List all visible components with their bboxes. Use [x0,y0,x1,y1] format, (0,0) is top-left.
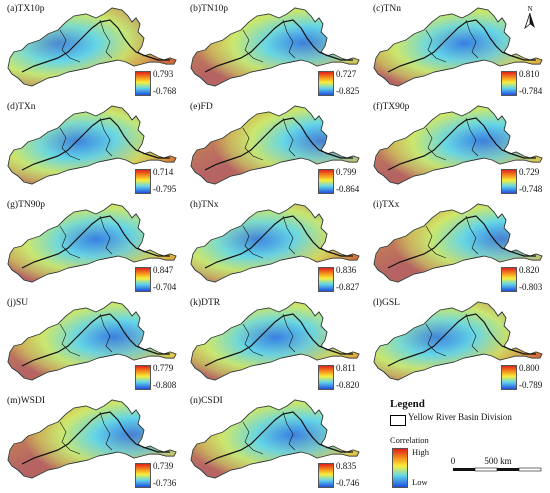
panel-min-value: -0.803 [519,282,543,292]
panel-min-value: -0.736 [153,478,177,488]
correlation-label: Correlation [390,435,429,445]
basin-map [7,105,177,185]
basin-map [190,399,360,479]
panel-colorbar [135,71,151,96]
basin-map [373,203,543,283]
north-arrow: N [522,4,538,30]
map-panel: (b)TN10p 0.727 -0.825 [183,0,366,98]
scale-label: 500 km [484,456,511,466]
panel-colorbar [135,267,151,292]
basin-map [190,7,360,87]
panel-max-value: 0.793 [153,69,174,79]
map-panel: (g)TN90p 0.847 -0.704 [0,196,183,294]
panel-min-value: -0.746 [336,478,360,488]
panel-min-value: -0.789 [519,380,543,390]
panel-colorbar [318,267,334,292]
panel-label: (e)FD [190,102,213,112]
panel-max-value: 0.727 [336,69,357,79]
panel-max-value: 0.729 [519,167,540,177]
map-panel: (d)TXn 0.714 -0.795 [0,98,183,196]
panel-max-value: 0.836 [336,265,357,275]
panel-max-value: 0.811 [336,363,356,373]
basin-map [190,301,360,381]
map-panel: (i)TXx 0.820 -0.803 [366,196,549,294]
basin-division-swatch [390,415,406,426]
legend-high-label: High [412,447,429,457]
panel-max-value: 0.810 [519,69,540,79]
basin-map [373,7,543,87]
panel-label: (n)CSDI [190,396,223,406]
panel-label: (h)TNx [190,200,219,210]
panel-colorbar [135,463,151,488]
panel-max-value: 0.739 [153,461,174,471]
map-panel: (c)TNn 0.810 -0.784 [366,0,549,98]
panel-colorbar [135,365,151,390]
panel-max-value: 0.800 [519,363,540,373]
panel-max-value: 0.714 [153,167,174,177]
panel-colorbar [501,169,517,194]
panel-colorbar [318,71,334,96]
panel-label: (b)TN10p [190,4,228,14]
basin-map [373,301,543,381]
map-panel: (n)CSDI 0.835 -0.746 [183,392,366,490]
panel-colorbar [318,463,334,488]
panel-label: (j)SU [7,298,29,308]
panel-min-value: -0.768 [153,86,177,96]
panel-min-value: -0.808 [153,380,177,390]
basin-map [190,105,360,185]
scale-bar: 0 500 km [451,456,542,472]
panel-label: (g)TN90p [7,200,45,210]
scale-zero: 0 [451,456,456,466]
panel-colorbar [501,267,517,292]
basin-map [190,203,360,283]
panel-label: (l)GSL [373,298,400,308]
panel-label: (d)TXn [7,102,36,112]
panel-colorbar [318,365,334,390]
panel-label: (a)TX10p [7,4,45,14]
panel-min-value: -0.704 [153,282,177,292]
panel-min-value: -0.820 [336,380,360,390]
panel-colorbar [318,169,334,194]
map-panel: (j)SU 0.779 -0.808 [0,294,183,392]
basin-map [7,7,177,87]
panel-colorbar [135,169,151,194]
legend-low-label: Low [412,477,428,487]
map-panel: (e)FD 0.799 -0.864 [183,98,366,196]
basin-map [7,399,177,479]
panel-min-value: -0.825 [336,86,360,96]
legend-title: Legend [390,398,425,410]
basin-map [7,301,177,381]
map-panel: (a)TX10p 0.793 -0.768 [0,0,183,98]
legend-colorbar [392,448,408,488]
panel-max-value: 0.835 [336,461,357,471]
map-panel: (l)GSL 0.800 -0.789 [366,294,549,392]
panel-min-value: -0.864 [336,184,360,194]
map-panel: (m)WSDI 0.739 -0.736 [0,392,183,490]
panel-label: (k)DTR [190,298,221,308]
legend: Legend Yellow River Basin Division Corre… [390,398,548,490]
panel-min-value: -0.748 [519,184,543,194]
panel-max-value: 0.847 [153,265,174,275]
panel-label: (f)TX90p [373,102,410,112]
panel-min-value: -0.784 [519,86,543,96]
basin-division-label: Yellow River Basin Division [408,412,512,422]
basin-map [373,105,543,185]
panel-colorbar [501,71,517,96]
panel-min-value: -0.827 [336,282,360,292]
map-panel: (f)TX90p 0.729 -0.748 [366,98,549,196]
panel-max-value: 0.779 [153,363,174,373]
panel-label: (m)WSDI [7,396,45,406]
north-arrow-icon: N [524,5,535,30]
svg-text:N: N [527,5,532,13]
map-panel: (h)TNx 0.836 -0.827 [183,196,366,294]
panel-max-value: 0.799 [336,167,357,177]
panel-max-value: 0.820 [519,265,540,275]
basin-map [7,203,177,283]
map-panel: (k)DTR 0.811 -0.820 [183,294,366,392]
panel-min-value: -0.795 [153,184,177,194]
panel-label: (i)TXx [373,200,400,210]
panel-label: (c)TNn [373,4,401,14]
panel-colorbar [501,365,517,390]
